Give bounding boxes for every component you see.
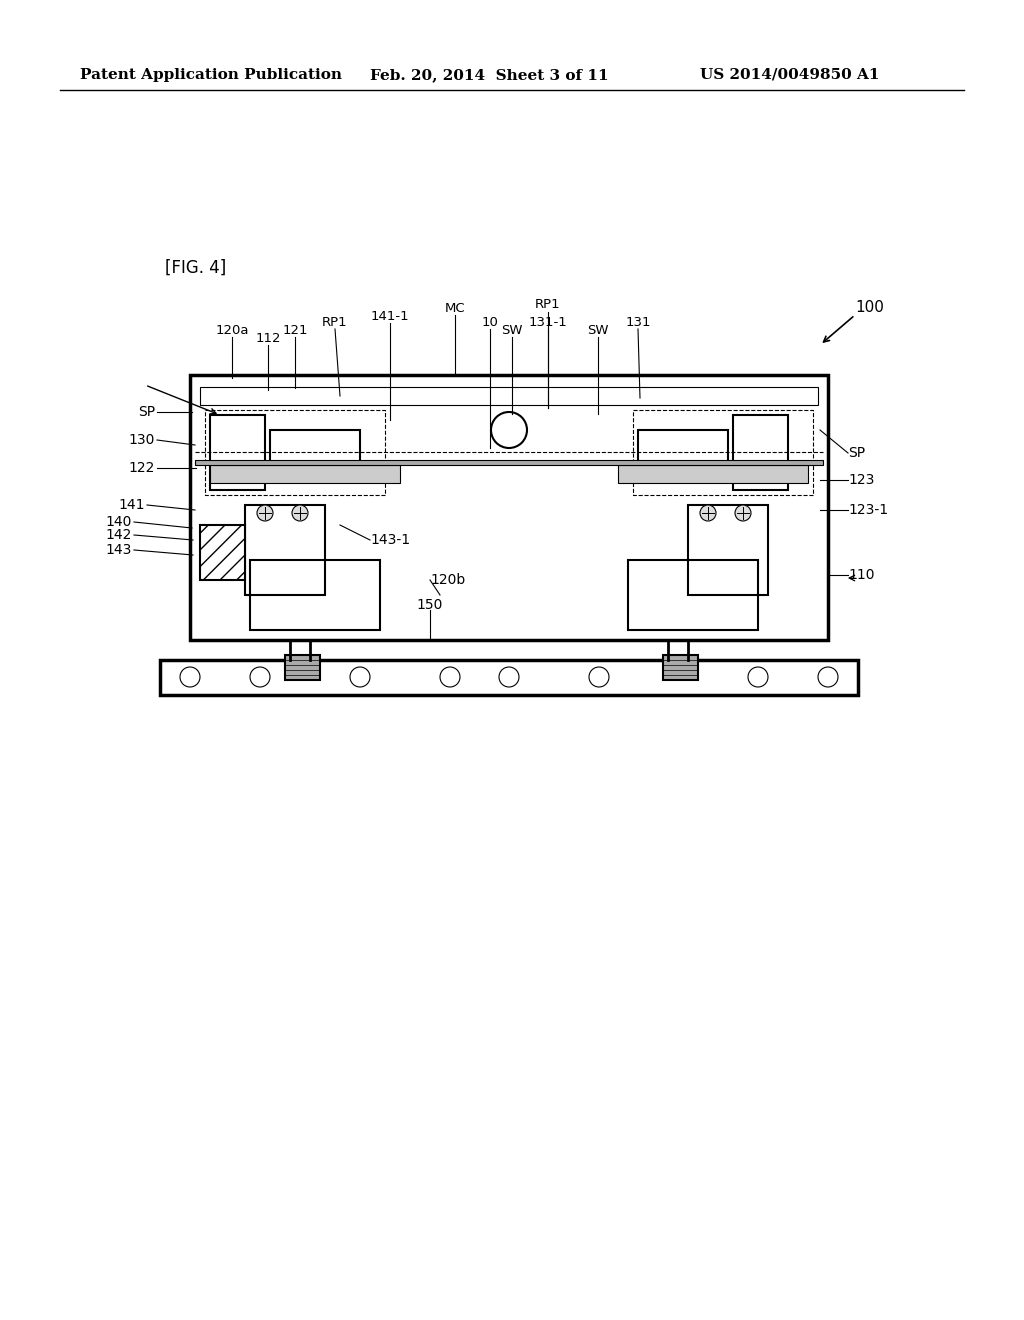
Text: 150: 150 [417, 598, 443, 612]
Text: 131-1: 131-1 [528, 315, 567, 329]
Circle shape [700, 506, 716, 521]
Bar [250, 560, 380, 630]
Text: 143-1: 143-1 [370, 533, 411, 546]
Text: 131: 131 [626, 315, 650, 329]
Text: 123: 123 [848, 473, 874, 487]
Text: Feb. 20, 2014  Sheet 3 of 11: Feb. 20, 2014 Sheet 3 of 11 [370, 69, 608, 82]
Circle shape [292, 506, 308, 521]
Text: [FIG. 4]: [FIG. 4] [165, 259, 226, 277]
Text: 143: 143 [105, 543, 132, 557]
Bar [618, 465, 808, 483]
Bar [205, 411, 385, 495]
Text: SP: SP [138, 405, 155, 418]
Bar [688, 506, 768, 595]
Text: US 2014/0049850 A1: US 2014/0049850 A1 [700, 69, 880, 82]
Text: SW: SW [587, 323, 608, 337]
Bar [160, 660, 858, 696]
Text: 130: 130 [129, 433, 155, 447]
Text: 110: 110 [848, 568, 874, 582]
Bar [663, 655, 698, 680]
Text: SP: SP [848, 446, 865, 459]
Bar [633, 411, 813, 495]
Text: RP1: RP1 [323, 315, 348, 329]
Bar [210, 414, 265, 490]
Text: 112: 112 [255, 331, 281, 345]
Text: RP1: RP1 [536, 298, 561, 312]
Bar [210, 465, 400, 483]
Bar [270, 430, 360, 475]
Text: 122: 122 [129, 461, 155, 475]
Text: 142: 142 [105, 528, 132, 543]
Text: 100: 100 [855, 301, 884, 315]
Bar [245, 506, 325, 595]
Text: 141-1: 141-1 [371, 309, 410, 322]
Bar [733, 414, 788, 490]
Bar [285, 655, 319, 680]
Text: 141: 141 [119, 498, 145, 512]
Bar [200, 387, 818, 405]
Text: 123-1: 123-1 [848, 503, 888, 517]
Text: 10: 10 [481, 315, 499, 329]
Text: 120b: 120b [430, 573, 465, 587]
Bar [190, 375, 828, 640]
Bar [628, 560, 758, 630]
Bar [638, 430, 728, 475]
Text: 140: 140 [105, 515, 132, 529]
Text: Patent Application Publication: Patent Application Publication [80, 69, 342, 82]
Circle shape [257, 506, 273, 521]
Text: 120a: 120a [215, 323, 249, 337]
Text: 121: 121 [283, 323, 308, 337]
Text: MC: MC [444, 301, 465, 314]
Bar [200, 525, 245, 579]
Text: SW: SW [502, 323, 522, 337]
Circle shape [735, 506, 751, 521]
Bar [195, 459, 823, 465]
